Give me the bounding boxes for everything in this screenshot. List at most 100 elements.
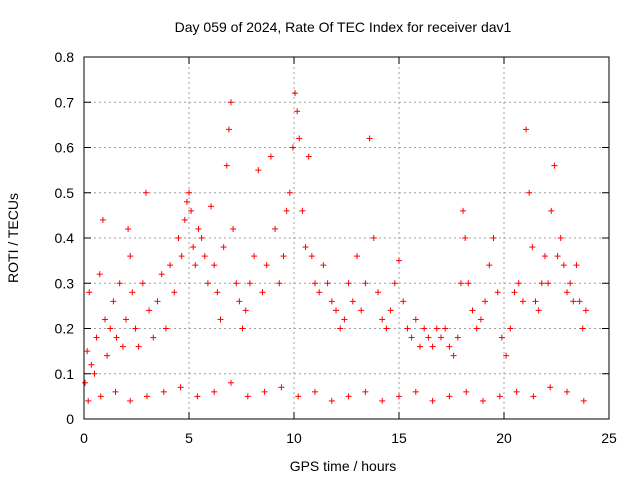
scatter-point [188, 207, 195, 214]
scatter-point [412, 388, 419, 395]
scatter-point [132, 325, 139, 332]
scatter-point [144, 393, 150, 400]
scatter-point [564, 388, 570, 395]
scatter-point [255, 167, 262, 174]
scatter-point [183, 198, 190, 205]
scatter-point [186, 189, 192, 196]
scatter-point [579, 325, 586, 332]
scatter-point [529, 244, 536, 251]
scatter-point [337, 325, 344, 332]
x-tick-label: 15 [391, 430, 407, 446]
scatter-point [228, 99, 234, 106]
scatter-point [564, 289, 570, 296]
scatter-point [387, 307, 394, 314]
scatter-point [93, 334, 100, 341]
scatter-point [417, 343, 423, 350]
chart-title: Day 059 of 2024, Rate Of TEC Index for r… [175, 19, 512, 35]
scatter-point [139, 280, 146, 287]
scatter-point [532, 298, 539, 305]
scatter-point [548, 207, 555, 214]
scatter-point [460, 207, 467, 214]
y-tick-label: 0.6 [55, 140, 75, 156]
scatter-point [328, 298, 335, 305]
scatter-point [259, 289, 266, 296]
scatter-point [383, 325, 390, 332]
y-tick-label: 0.1 [55, 366, 75, 382]
scatter-point [88, 361, 95, 368]
scatter-point [446, 393, 453, 400]
scatter-point [102, 316, 108, 323]
scatter-point [523, 126, 530, 133]
scatter-point [429, 343, 436, 350]
scatter-point [396, 257, 402, 264]
scatter-point [473, 325, 480, 332]
scatter-point [345, 280, 352, 287]
scatter-point [496, 393, 503, 400]
x-tick-label: 0 [80, 430, 88, 446]
scatter-point [341, 316, 348, 323]
y-tick-label: 0.8 [55, 49, 75, 65]
scatter-point [208, 203, 215, 210]
scatter-point [535, 307, 542, 314]
scatter-point [503, 352, 510, 359]
scatter-point [211, 262, 218, 269]
scatter-point [507, 325, 514, 332]
scatter-point [104, 352, 111, 359]
scatter-point [515, 280, 522, 287]
scatter-point [225, 126, 232, 133]
scatter-point [110, 298, 117, 305]
scatter-point [242, 307, 249, 314]
scatter-point [400, 298, 407, 305]
scatter-point [107, 325, 114, 332]
scatter-point [465, 280, 472, 287]
scatter-point [511, 289, 518, 296]
scatter-point [324, 280, 331, 287]
scatter-point [283, 207, 290, 214]
scatter-point [320, 262, 327, 269]
scatter-point [194, 393, 201, 400]
scatter-point [576, 298, 583, 305]
scatter-point [316, 289, 323, 296]
x-axis-label: GPS time / hours [290, 458, 397, 474]
scatter-point [278, 384, 285, 391]
scatter-point [446, 343, 453, 350]
scatter-point [557, 235, 564, 241]
y-tick-label: 0.4 [55, 230, 75, 246]
scatter-point [526, 189, 533, 196]
scatter-point [267, 153, 274, 160]
scatter-point [178, 253, 185, 260]
scatter-point [192, 262, 199, 269]
scatter-point [379, 316, 386, 323]
scatter-point [127, 253, 134, 260]
scatter-point [236, 298, 243, 305]
scatter-point [580, 397, 587, 404]
scatter-point [292, 90, 299, 97]
scatter-point [82, 379, 89, 386]
scatter-point [195, 225, 202, 232]
x-tick-label: 25 [601, 430, 617, 446]
scatter-point [295, 393, 302, 400]
scatter-point [214, 289, 221, 296]
scatter-point [167, 262, 174, 269]
scatter-point [429, 397, 436, 404]
scatter-point [84, 348, 91, 355]
scatter-point [370, 235, 377, 241]
scatter-point [91, 370, 98, 377]
scatter-point [462, 235, 469, 241]
scatter-point [530, 393, 537, 400]
marks-layer [82, 90, 589, 404]
y-axis-label: ROTI / TECUs [5, 193, 21, 283]
scatter-point [129, 289, 136, 296]
scatter-point [201, 253, 208, 260]
scatter-point [162, 325, 169, 332]
scatter-point [171, 289, 178, 296]
scatter-point [142, 189, 149, 196]
scatter-point [86, 289, 93, 296]
scatter-point [582, 307, 589, 314]
scatter-point [433, 325, 440, 332]
scatter-point [190, 244, 197, 251]
scatter-point [112, 388, 119, 395]
scatter-point [454, 334, 461, 341]
